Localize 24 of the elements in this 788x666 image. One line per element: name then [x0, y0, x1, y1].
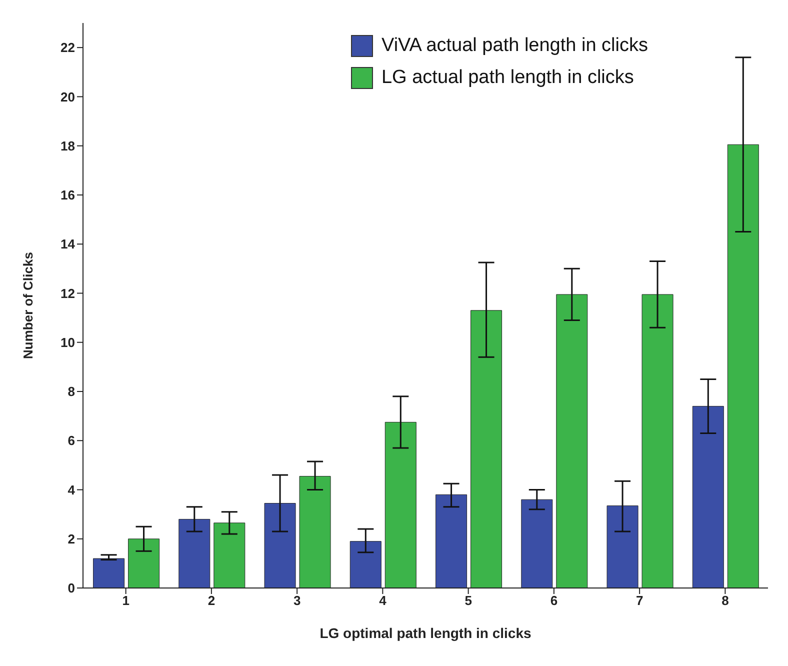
x-tick-label: 5	[464, 593, 472, 608]
y-tick-label: 16	[60, 188, 75, 203]
y-tick-label: 2	[68, 531, 75, 546]
x-tick-label: 8	[722, 593, 729, 608]
x-tick-label: 4	[379, 593, 388, 608]
y-tick-label: 20	[60, 89, 75, 104]
x-tick-label: 3	[293, 593, 301, 608]
x-tick-label: 1	[122, 593, 130, 608]
y-tick-label: 22	[60, 40, 75, 56]
legend-label: LG actual path length in clicks	[381, 67, 634, 89]
y-tick-label: 14	[60, 236, 76, 252]
y-tick-label: 4	[68, 482, 76, 498]
y-tick-label: 12	[60, 286, 75, 301]
y-axis-title: Number of Clicks	[20, 252, 36, 359]
y-tick-label: 0	[68, 580, 75, 596]
legend-label: ViVA actual path length in clicks	[381, 35, 648, 57]
y-tick-label: 6	[68, 433, 75, 448]
y-tick-label: 18	[60, 138, 75, 154]
x-tick-label: 2	[208, 593, 216, 608]
y-tick-label: 10	[60, 334, 75, 350]
y-tick-label: 8	[68, 384, 75, 400]
x-tick-label: 6	[550, 593, 558, 608]
x-axis-title: LG optimal path length in clicks	[320, 625, 532, 641]
x-tick-label: 7	[636, 593, 644, 608]
